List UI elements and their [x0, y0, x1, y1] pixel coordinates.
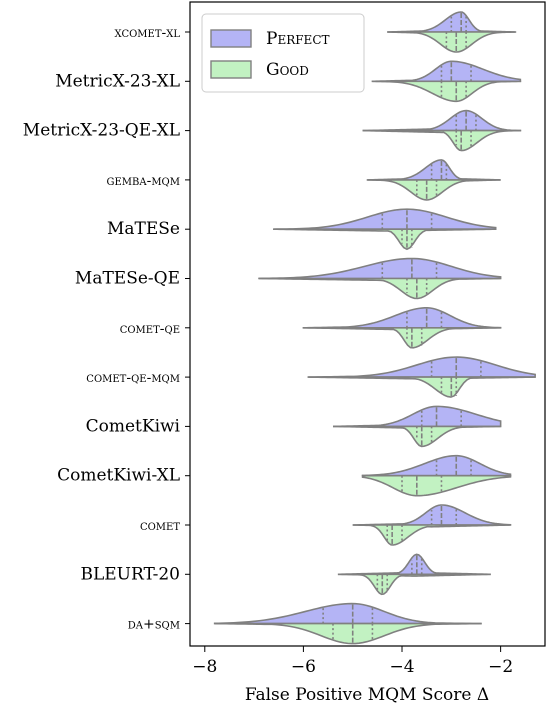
- category-label-8: CometKiwi: [86, 416, 181, 436]
- legend-label-good: Good: [266, 60, 309, 80]
- legend-swatch-good: [210, 60, 252, 79]
- plot-frame: [189, 1, 546, 647]
- violin-good-12: [214, 622, 482, 645]
- x-tick-label-3: −2: [488, 657, 513, 677]
- violin-good-5: [259, 277, 501, 300]
- legend-box: [201, 13, 365, 93]
- violin-perfect-7: [307, 356, 536, 378]
- violin-perfect-6: [302, 306, 502, 329]
- violin-good-3: [366, 179, 501, 201]
- category-label-12: da+sqm: [128, 617, 180, 633]
- violin-perfect-2: [362, 109, 522, 132]
- violin-perfect-12: [213, 602, 482, 625]
- legend-swatch-perfect: [210, 29, 252, 48]
- violin-good-9: [361, 474, 512, 497]
- category-label-1: MetricX-23-XL: [55, 71, 180, 91]
- violin-good-2: [362, 129, 522, 152]
- category-label-10: comet: [140, 518, 180, 534]
- violin-perfect-11: [337, 553, 491, 576]
- violin-good-10: [352, 524, 511, 546]
- violin-good-6: [303, 327, 501, 349]
- violin-good-1: [371, 80, 522, 103]
- category-label-4: MaTESe: [107, 219, 180, 239]
- x-tick-label-1: −6: [291, 657, 316, 677]
- x-tick-label-2: −4: [389, 657, 414, 677]
- category-label-9: CometKiwi-XL: [57, 466, 180, 486]
- violin-good-0: [387, 31, 517, 53]
- category-label-7: comet-qe-mqm: [86, 370, 180, 386]
- violin-perfect-1: [372, 60, 522, 83]
- legend-label-perfect: Perfect: [266, 29, 330, 49]
- violin-good-11: [337, 573, 491, 596]
- category-label-5: MaTESe-QE: [75, 269, 180, 289]
- violin-perfect-5: [258, 257, 502, 280]
- category-label-2: MetricX-23-QE-XL: [23, 121, 180, 141]
- x-axis-title: False Positive MQM Score Δ: [245, 685, 489, 705]
- legend: Perfect Good: [201, 13, 365, 93]
- category-labels: xcomet-xl MetricX-23-XL MetricX-23-QE-XL ge…: [23, 25, 190, 633]
- category-label-0: xcomet-xl: [115, 25, 181, 41]
- violin-good-4: [273, 228, 496, 251]
- violin-perfect-4: [273, 208, 497, 230]
- violin-perfect-8: [332, 405, 502, 428]
- category-label-3: gemba-mqm: [106, 173, 180, 189]
- x-tick-label-0: −8: [192, 657, 217, 677]
- violins-layer: [213, 11, 536, 645]
- violin-good-7: [308, 376, 536, 398]
- violin-perfect-3: [367, 159, 501, 181]
- category-label-11: BLEURT-20: [80, 564, 180, 584]
- x-axis: −8 −6 −4 −2: [192, 646, 513, 677]
- category-label-6: comet-qe: [120, 321, 180, 337]
